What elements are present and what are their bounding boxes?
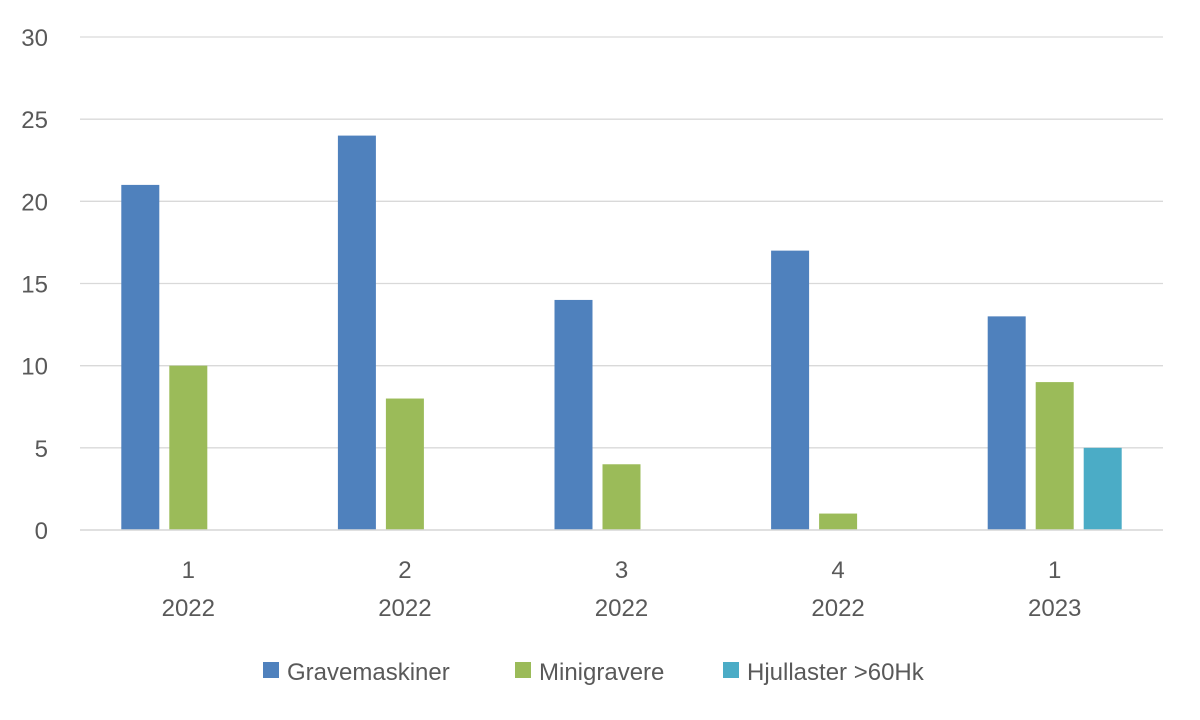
legend-swatch [263,662,279,678]
bar [1083,447,1122,530]
y-axis: 0 5 10 15 20 25 30 [21,25,48,545]
y-tick-label: 25 [21,107,48,134]
legend-label: Minigravere [539,659,664,686]
legend: Gravemaskiner Minigravere Hjullaster >60Hk [263,659,925,686]
bar [771,250,810,530]
gridlines [80,36,1163,531]
x-tick-label-year: 2022 [378,595,431,622]
bar [602,464,641,530]
y-tick-label: 10 [21,354,48,381]
x-tick-label-year: 2022 [595,595,648,622]
y-tick-label: 15 [21,272,48,299]
bar [554,299,593,530]
x-tick-label-quarter: 1 [1048,557,1061,584]
x-tick-label-year: 2023 [1028,595,1081,622]
bar [121,184,160,530]
bars [121,135,1122,530]
x-tick-label-year: 2022 [811,595,864,622]
bar [819,513,858,530]
legend-label: Gravemaskiner [287,659,450,686]
x-tick-label-quarter: 4 [831,557,844,584]
x-tick-label-quarter: 3 [615,557,628,584]
y-tick-label: 5 [35,436,48,463]
y-tick-label: 0 [35,518,48,545]
legend-swatch [515,662,531,678]
legend-label: Hjullaster >60Hk [747,659,925,686]
bar [169,365,208,530]
bar [987,316,1026,530]
bar [337,135,376,530]
x-tick-label-year: 2022 [162,595,215,622]
x-tick-label-quarter: 1 [182,557,195,584]
x-axis: 1 2022 2 2022 3 2022 4 2022 1 2023 [80,529,1163,622]
y-tick-label: 30 [21,25,48,52]
bar [1035,382,1074,530]
y-tick-label: 20 [21,189,48,216]
legend-swatch [723,662,739,678]
x-tick-label-quarter: 2 [398,557,411,584]
bar [385,398,424,530]
